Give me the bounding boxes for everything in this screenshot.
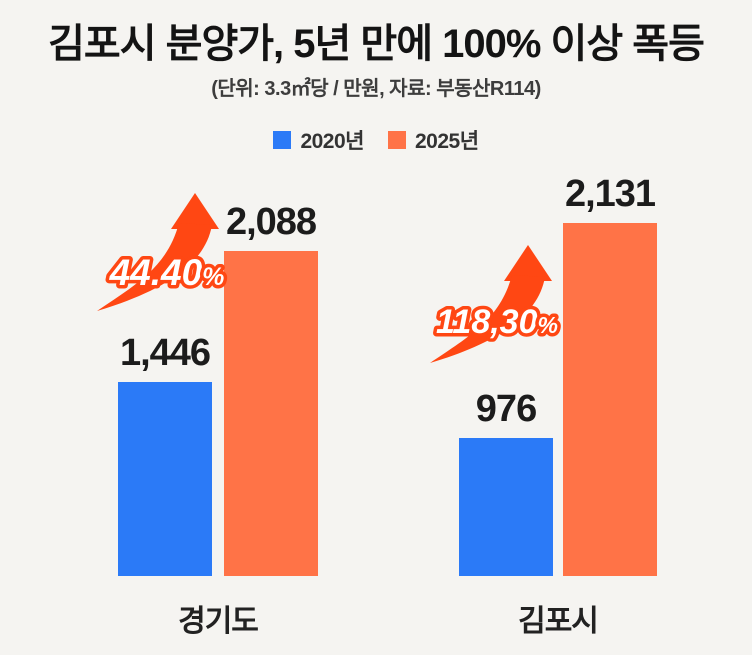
bar-value-gimpo-2025: 2,131 [564, 173, 656, 215]
category-label-gyeonggi: 경기도 [178, 605, 259, 638]
growth-percent-value: 118,30 [436, 303, 538, 341]
bar-value-gyeonggi-2025: 2,088 [225, 201, 317, 243]
chart-subtitle-unit-source: (단위: 3.3㎡당 / 만원, 자료: 부동산R114) [211, 78, 541, 100]
bar-value-gyeonggi-2020: 1,446 [119, 332, 211, 374]
category-label-gimpo: 김포시 [518, 605, 599, 638]
legend-label-2020: 2020년 [300, 130, 364, 153]
percent-sign-icon: % [202, 263, 224, 291]
title-emphasis: 김포시 분양가, [48, 22, 284, 66]
arrow-swoosh-tail [97, 223, 212, 311]
legend-item-2025: 2025년 [388, 125, 479, 155]
legend-swatch-2020 [273, 131, 292, 149]
legend-swatch-2025 [388, 131, 406, 149]
bar-value-gimpo-2020: 976 [475, 388, 537, 430]
title-rest: 5년 만에 100% 이상 폭등 [283, 22, 705, 66]
arrow-up-icon [504, 245, 552, 281]
bar-gyeonggi-2025: 2,088 [224, 203, 318, 576]
growth-arrow-gimpo: 118,30% [430, 245, 561, 363]
growth-percent-gimpo: 118,30% [436, 303, 558, 341]
bar-gimpo-2020: 976 [459, 390, 553, 576]
arrow-up-icon [171, 193, 219, 229]
growth-arrow-gyeonggi: 44.40% [97, 193, 228, 311]
percent-sign-icon: % [538, 312, 558, 338]
growth-percent-gyeonggi: 44.40% [109, 252, 225, 293]
chart-header: 김포시 분양가, 5년 만에 100% 이상 폭등 (단위: 3.3㎡당 / 만… [0, 20, 752, 101]
bar-gimpo-2025: 2,131 [563, 175, 657, 576]
bar-gyeonggi-2020: 1,446 [118, 334, 212, 576]
chart-legend: 2020년 2025년 [0, 125, 752, 155]
page-title: 김포시 분양가, 5년 만에 100% 이상 폭등 [0, 20, 752, 68]
arrow-swoosh-tail [430, 275, 545, 363]
legend-label-2025: 2025년 [415, 130, 479, 153]
legend-item-2020: 2020년 [273, 125, 364, 155]
growth-percent-value: 44.40 [109, 252, 203, 293]
